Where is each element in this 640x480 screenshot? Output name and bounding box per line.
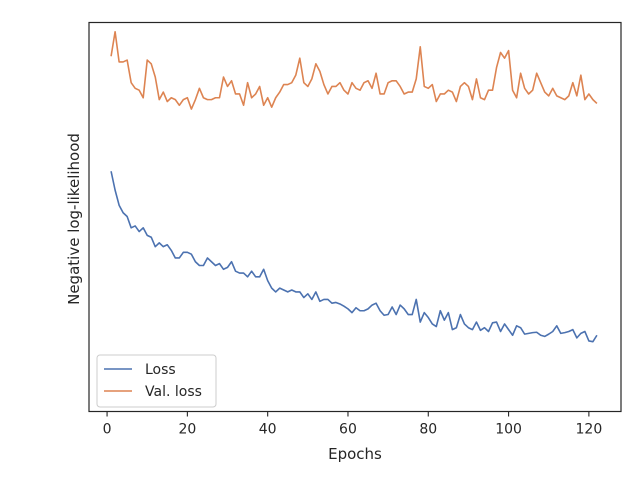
y-axis-label: Negative log-likelihood	[65, 133, 83, 305]
axes-frame	[88, 21, 622, 413]
legend-label-val-loss: Val. loss	[145, 384, 202, 400]
x-tick-label: 40	[259, 422, 277, 438]
legend-label-loss: Loss	[145, 362, 176, 378]
legend: Loss Val. loss	[96, 354, 217, 408]
x-tick-label: 20	[178, 422, 196, 438]
x-tick-label: 120	[576, 422, 603, 438]
x-tick-label: 60	[339, 422, 357, 438]
x-tick-label: 80	[419, 422, 437, 438]
x-tick-label: 0	[103, 422, 112, 438]
series-lines	[110, 30, 598, 343]
plot-area	[110, 30, 598, 343]
legend-box	[96, 354, 217, 408]
x-axis-ticks: 0 20 40 60 80 100 120	[103, 411, 603, 438]
series-line-val-loss	[110, 30, 598, 110]
series-line-loss	[110, 171, 598, 343]
x-tick-label: 100	[495, 422, 522, 438]
x-axis-label: Epochs	[328, 445, 382, 463]
